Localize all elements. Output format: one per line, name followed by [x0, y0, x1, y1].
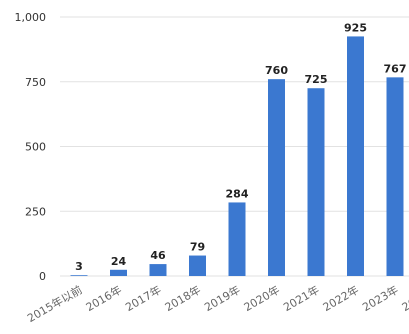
- data-label: 767: [384, 62, 407, 75]
- bar: [386, 77, 404, 276]
- x-tick-label: 2024年: [399, 282, 409, 314]
- x-tick-label: 2017年: [123, 282, 164, 314]
- x-tick-label: 2016年: [83, 282, 124, 314]
- y-tick-label: 0: [39, 270, 46, 283]
- y-tick-label: 500: [25, 141, 46, 154]
- data-label: 725: [305, 73, 328, 86]
- x-tick-label: 2022年: [320, 282, 361, 314]
- x-tick-label: 2023年: [360, 282, 401, 314]
- y-tick-label: 250: [25, 205, 46, 218]
- bar: [347, 36, 364, 276]
- x-tick-label: 2020年: [241, 282, 282, 314]
- x-tick-label: 2021年: [281, 282, 322, 314]
- bar: [149, 264, 167, 276]
- data-label: 46: [150, 249, 166, 262]
- bar: [307, 88, 325, 276]
- y-tick-label: 1,000: [15, 11, 47, 24]
- bar: [268, 79, 285, 276]
- bar: [70, 275, 88, 276]
- x-tick-label: 2018年: [162, 282, 203, 314]
- data-label: 760: [265, 64, 288, 77]
- y-tick-label: 750: [25, 76, 46, 89]
- bar: [228, 202, 246, 276]
- bar: [110, 269, 127, 276]
- x-tick-label: 2019年: [202, 282, 243, 314]
- data-label: 3: [75, 260, 83, 273]
- bar: [189, 255, 206, 276]
- data-label: 925: [344, 21, 367, 34]
- data-label: 24: [111, 255, 127, 268]
- x-tick-label: 2015年以前: [25, 282, 85, 325]
- data-label: 284: [226, 187, 249, 200]
- data-label: 79: [190, 241, 205, 254]
